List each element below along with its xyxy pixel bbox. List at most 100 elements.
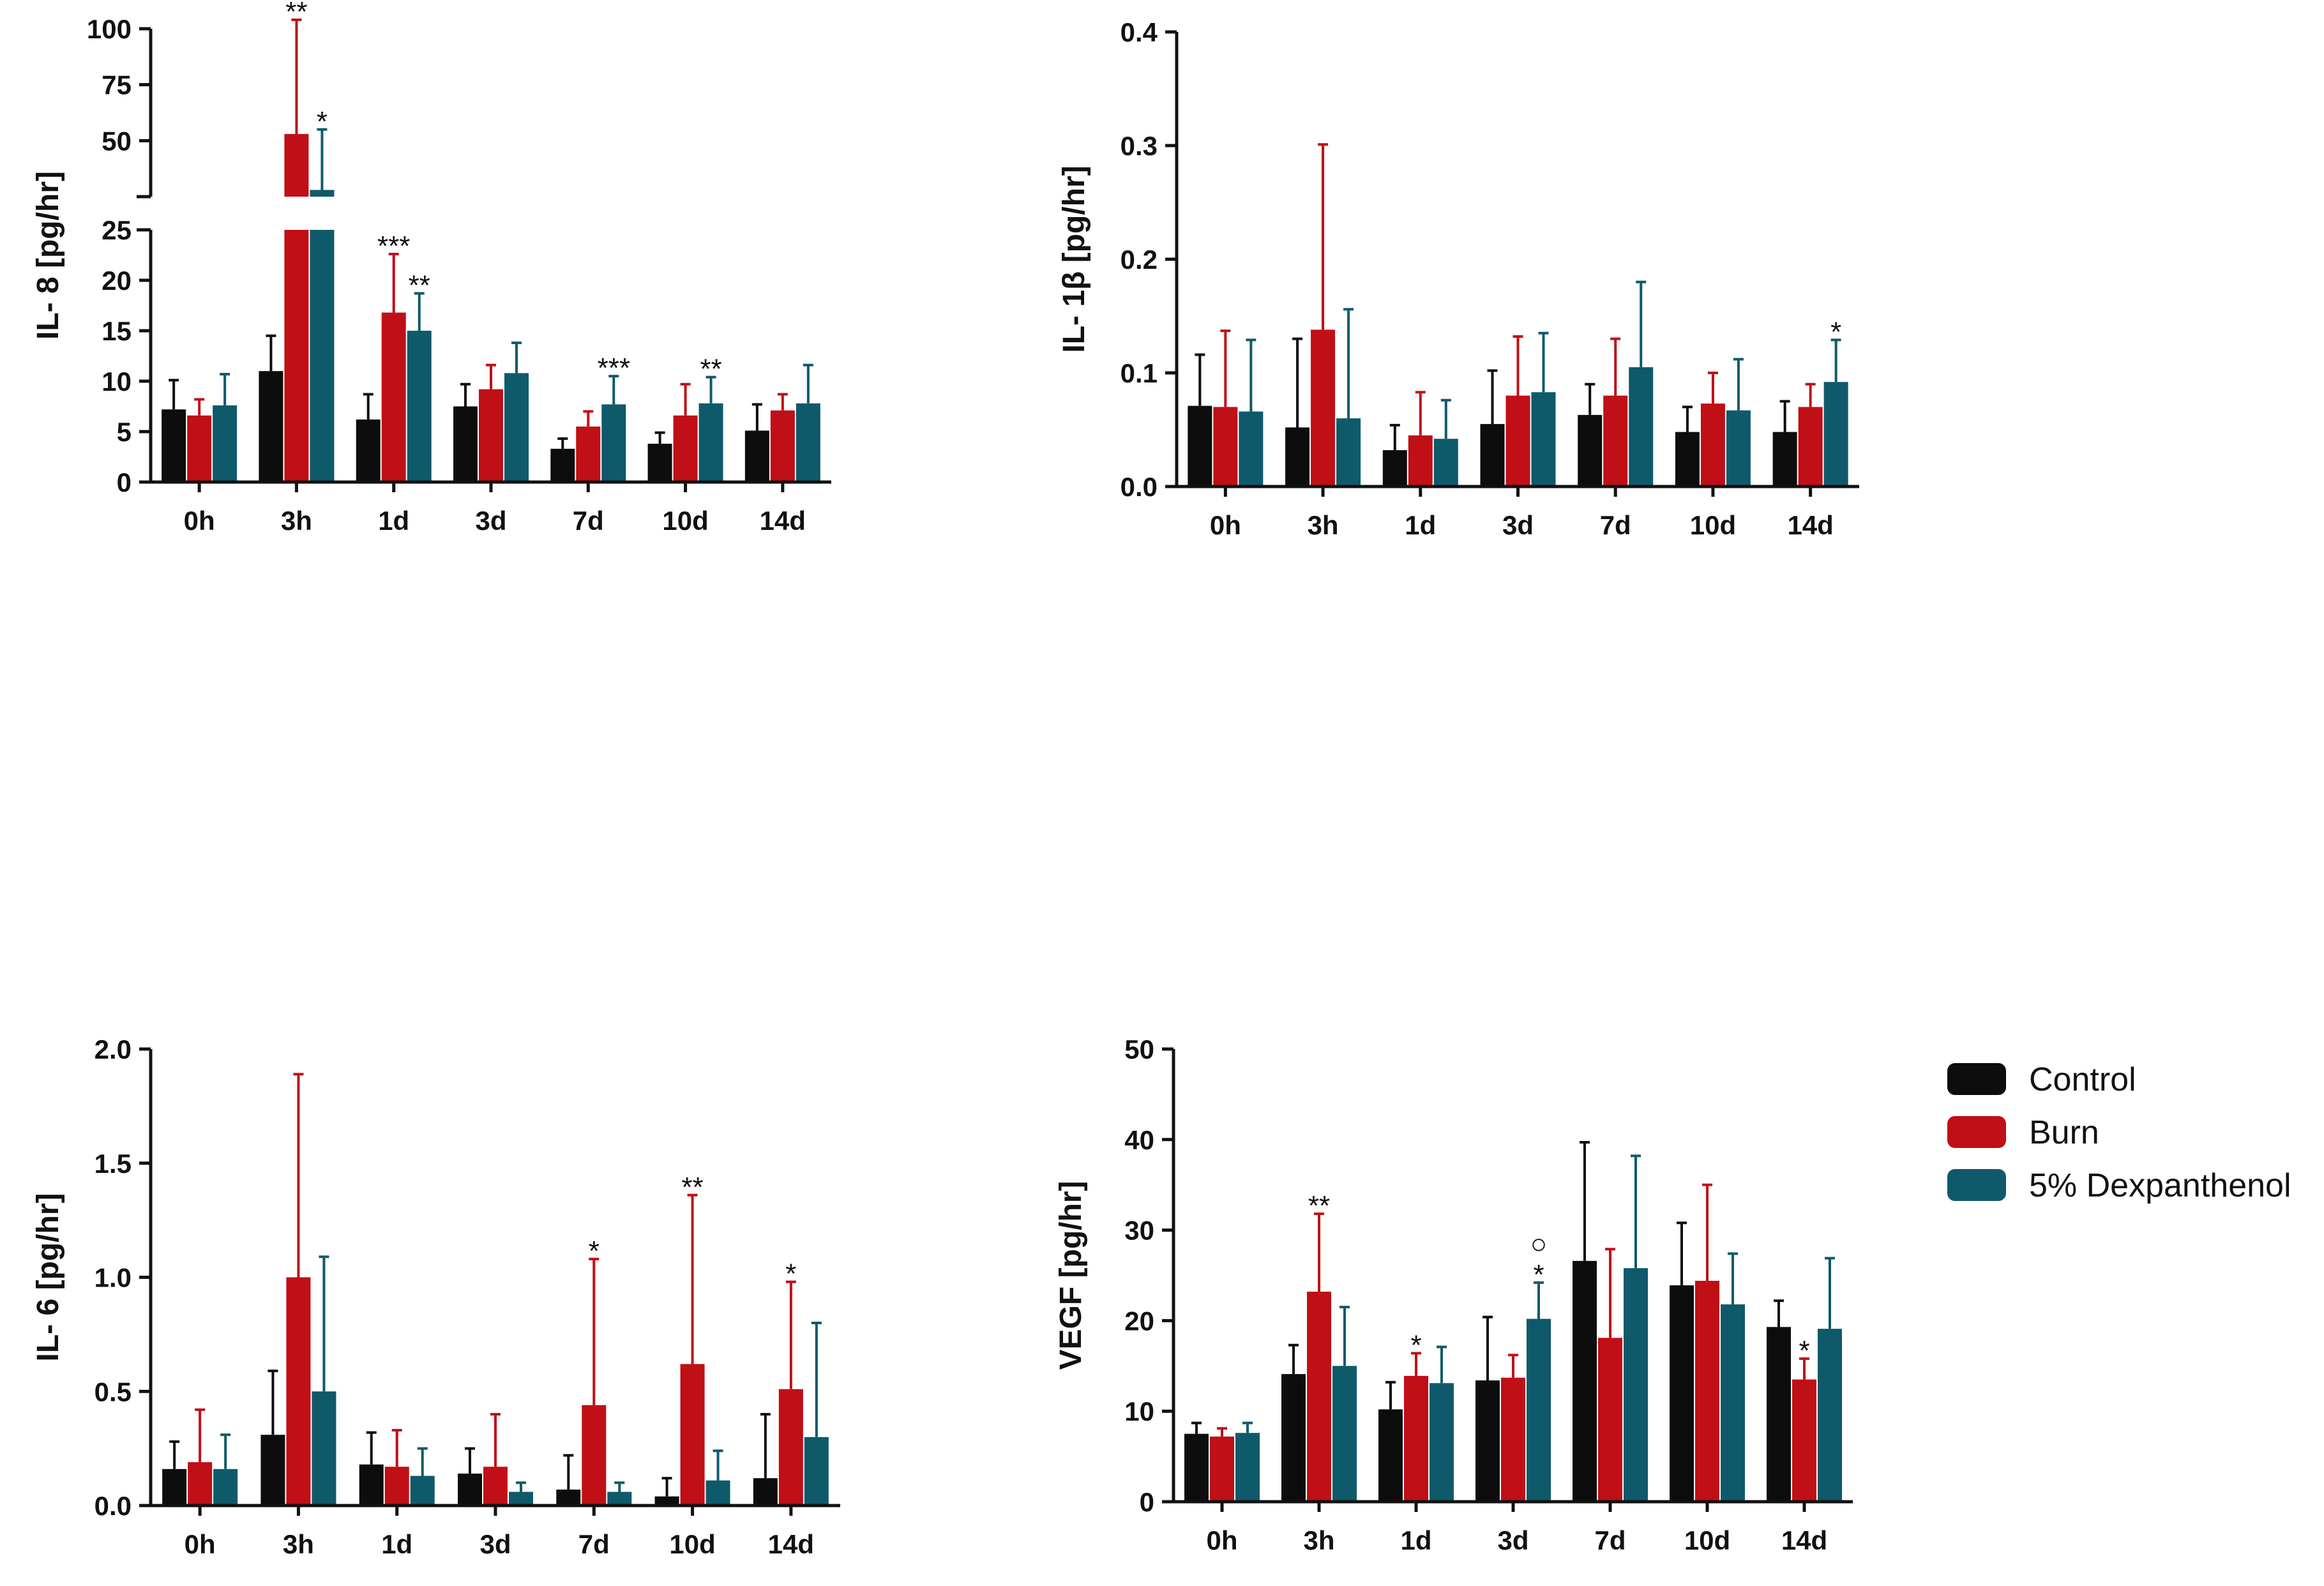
bar-il8-Control-3h <box>259 371 283 482</box>
x-tick-label-il6-14d: 14d <box>768 1529 814 1559</box>
y-tick-label-il6: 0.0 <box>94 1491 132 1521</box>
y-axis-title-il1b: IL- 1β [pg/hr] <box>1057 165 1091 352</box>
y-tick-label-il8: 20 <box>102 266 132 296</box>
y-tick-label-vegf: 10 <box>1124 1396 1154 1426</box>
y-tick-label-il6: 1.5 <box>94 1149 132 1179</box>
bar-vegf-Control-7d <box>1573 1260 1597 1502</box>
y-tick-label-il6: 2.0 <box>94 1034 132 1064</box>
bar-il8-5% Dexpanthenol-1d <box>407 331 432 482</box>
significance-marker-il6: ** <box>681 1172 703 1203</box>
y-tick-label-il8: 100 <box>87 14 132 44</box>
vegf-chart: 0 10 20 30 40 50 0h 3h 1d 3d 7d 10d 14d VEGF [pg/hr] *… <box>1054 1034 1853 1555</box>
bar-il8-Burn-0h <box>187 415 212 482</box>
x-tick-label-vegf-7d: 7d <box>1594 1525 1626 1555</box>
bar-vegf-Control-3h <box>1281 1374 1306 1502</box>
bar-il6-5% Dexpanthenol-7d <box>607 1492 632 1506</box>
bar-il1b-Burn-3d <box>1505 395 1530 487</box>
y-tick-label-il8: 50 <box>102 126 132 156</box>
significance-marker-il8: * <box>317 106 328 137</box>
bar-il1b-Burn-10d <box>1700 404 1725 487</box>
significance-marker-vegf: * <box>1533 1259 1544 1290</box>
y-tick-label-il6: 0.5 <box>94 1377 132 1407</box>
bar-il1b-5% Dexpanthenol-7d <box>1629 367 1654 487</box>
y-tick-label-vegf: 0 <box>1140 1487 1154 1517</box>
x-tick-label-vegf-3h: 3h <box>1303 1525 1334 1555</box>
bar-il1b-5% Dexpanthenol-14d <box>1823 382 1848 487</box>
bar-il8-Control-14d <box>744 430 769 482</box>
significance-marker-vegf: * <box>1410 1329 1421 1361</box>
bar-il8-Burn-14d <box>770 410 795 482</box>
bar-vegf-5% Dexpanthenol-10d <box>1721 1304 1745 1502</box>
bar-vegf-Control-1d <box>1378 1409 1403 1502</box>
bar-il6-Burn-14d <box>778 1389 803 1506</box>
significance-marker-il8: *** <box>598 352 630 384</box>
bar-il1b-Burn-0h <box>1213 407 1238 487</box>
bar-il6-Control-3d <box>458 1473 482 1506</box>
bar-il6-Control-1d <box>359 1464 384 1506</box>
bar-il6-Control-0h <box>162 1469 187 1506</box>
y-tick-label-il8: 0 <box>117 467 132 497</box>
significance-marker-il8: ** <box>700 354 721 385</box>
bar-vegf-5% Dexpanthenol-14d <box>1818 1329 1842 1502</box>
x-tick-label-il1b-1d: 1d <box>1405 510 1436 540</box>
x-tick-label-il6-7d: 7d <box>578 1529 610 1559</box>
x-tick-label-il8-7d: 7d <box>573 506 604 536</box>
significance-marker-il6: * <box>785 1258 796 1290</box>
x-tick-label-vegf-3d: 3d <box>1497 1525 1528 1555</box>
x-tick-label-il1b-10d: 10d <box>1690 510 1736 540</box>
significance-marker-il8: ** <box>285 0 307 27</box>
bar-il8-Burn-1d <box>381 312 406 482</box>
significance-marker-vegf: ○ <box>1530 1228 1548 1260</box>
significance-marker-vegf: * <box>1799 1335 1809 1366</box>
y-tick-label-il8: 5 <box>117 417 132 447</box>
legend-label-burn: Burn <box>2029 1114 2099 1151</box>
bar-vegf-Burn-14d <box>1792 1379 1816 1502</box>
significance-marker-il6: * <box>589 1235 600 1267</box>
y-tick-label-vegf: 30 <box>1124 1216 1154 1246</box>
bar-il8-5% Dexpanthenol-7d <box>601 404 626 482</box>
bar-il1b-Control-1d <box>1382 450 1407 487</box>
bar-il6-5% Dexpanthenol-1d <box>410 1476 435 1506</box>
significance-marker-il1b: * <box>1830 316 1841 347</box>
bar-il6-Burn-7d <box>582 1405 607 1506</box>
bar-il6-5% Dexpanthenol-0h <box>213 1469 238 1506</box>
bar-il6-Burn-3d <box>483 1467 508 1506</box>
y-tick-label-il1b: 0.2 <box>1120 245 1158 275</box>
bar-vegf-Control-10d <box>1670 1285 1694 1502</box>
bar-vegf-5% Dexpanthenol-0h <box>1235 1433 1260 1502</box>
y-tick-label-il8: 15 <box>102 316 132 346</box>
x-tick-label-il6-10d: 10d <box>669 1529 715 1559</box>
bar-il8-Burn-10d <box>673 415 698 482</box>
il1b-chart: 0.0 0.1 0.2 0.3 0.4 0h 3h 1d 3d 7d 10d 14d IL- 1β [p… <box>1057 17 1859 540</box>
bar-il1b-Control-3h <box>1285 427 1310 487</box>
bar-il8-Burn-3h-lower <box>284 230 309 482</box>
bar-il6-Burn-3h <box>286 1277 311 1506</box>
bar-vegf-5% Dexpanthenol-1d <box>1430 1383 1454 1502</box>
bar-il8-Control-1d <box>356 419 381 482</box>
x-tick-label-il1b-0h: 0h <box>1210 510 1241 540</box>
bar-il6-Control-14d <box>753 1478 778 1506</box>
y-tick-label-vegf: 50 <box>1124 1034 1154 1064</box>
bar-il1b-Control-3d <box>1480 424 1505 487</box>
bar-il6-Burn-0h <box>188 1462 213 1506</box>
bar-vegf-Control-14d <box>1767 1327 1791 1502</box>
x-tick-label-il1b-14d: 14d <box>1787 510 1833 540</box>
y-axis-title-il8: IL- 8 [pg/hr] <box>31 171 65 340</box>
bar-vegf-5% Dexpanthenol-7d <box>1624 1268 1648 1502</box>
bar-il6-Control-7d <box>556 1489 581 1506</box>
bar-il1b-5% Dexpanthenol-0h <box>1239 411 1264 487</box>
legend-label-dexpanthenol: 5% Dexpanthenol <box>2029 1167 2291 1204</box>
bar-il1b-Burn-7d <box>1603 395 1628 487</box>
significance-marker-vegf: ** <box>1308 1190 1330 1221</box>
bar-il6-Burn-1d <box>384 1467 409 1506</box>
y-tick-label-il6: 1.0 <box>94 1263 132 1293</box>
y-tick-label-il1b: 0.0 <box>1120 472 1158 502</box>
bar-il6-Control-3h <box>260 1435 285 1506</box>
significance-marker-il8: *** <box>377 230 410 262</box>
x-tick-label-il8-0h: 0h <box>184 506 215 536</box>
x-tick-label-il8-3d: 3d <box>475 506 506 536</box>
bar-il1b-5% Dexpanthenol-1d <box>1433 439 1458 487</box>
bar-il1b-Burn-3h <box>1311 329 1336 487</box>
y-tick-label-vegf: 40 <box>1124 1125 1154 1155</box>
significance-marker-il8: ** <box>409 270 430 301</box>
